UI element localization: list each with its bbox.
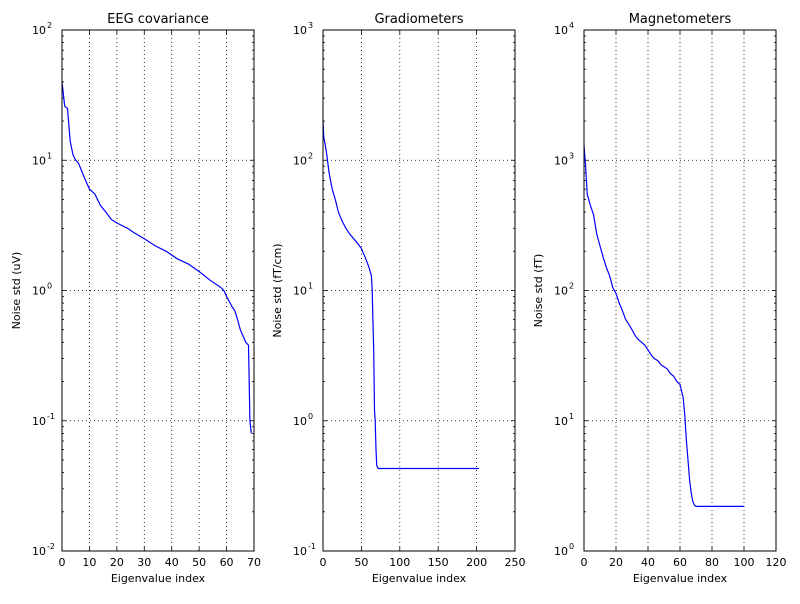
y-tick-label: 10: [293, 545, 307, 558]
y-axis-label: Noise std (uV): [10, 252, 23, 330]
y-tick-label: 10: [293, 154, 307, 167]
y-tick-label: 10: [554, 154, 568, 167]
x-tick-label: 50: [192, 556, 206, 569]
plot-frame: [61, 29, 255, 552]
y-tick-exponent: -2: [47, 542, 55, 551]
x-axis-label: Eigenvalue index: [111, 572, 206, 585]
x-tick-label: 60: [673, 556, 687, 569]
plot-frame: [322, 29, 516, 552]
y-tick-exponent: -1: [47, 412, 55, 421]
y-tick-label: 10: [554, 24, 568, 37]
x-tick-label: 100: [734, 556, 755, 569]
x-tick-label: 0: [320, 556, 327, 569]
x-tick-label: 80: [705, 556, 719, 569]
chart-title: Magnetometers: [629, 12, 732, 27]
y-tick-exponent: 3: [569, 151, 574, 160]
y-tick-label: 10: [32, 545, 46, 558]
y-tick-label: 10: [554, 545, 568, 558]
y-tick-label: 10: [293, 415, 307, 428]
x-tick-label: 30: [137, 556, 151, 569]
y-tick-exponent: 0: [47, 282, 52, 291]
y-tick-label: 10: [32, 24, 46, 37]
x-tick-label: 50: [354, 556, 368, 569]
y-tick-exponent: 0: [308, 412, 313, 421]
x-tick-label: 60: [220, 556, 234, 569]
y-tick-label: 10: [293, 24, 307, 37]
x-tick-label: 40: [165, 556, 179, 569]
y-tick-label: 10: [554, 285, 568, 298]
y-tick-exponent: 1: [569, 412, 574, 421]
chart-title: Gradiometers: [374, 12, 463, 27]
x-tick-label: 200: [466, 556, 487, 569]
x-tick-label: 150: [428, 556, 449, 569]
y-tick-label: 10: [32, 285, 46, 298]
y-tick-exponent: 1: [308, 282, 313, 291]
x-tick-label: 120: [766, 556, 787, 569]
x-tick-label: 100: [389, 556, 410, 569]
y-tick-exponent: -1: [308, 542, 316, 551]
x-axis-label: Eigenvalue index: [633, 572, 728, 585]
y-tick-exponent: 0: [569, 542, 574, 551]
series-line: [583, 145, 744, 507]
chart-title: EEG covariance: [107, 12, 209, 27]
x-tick-label: 70: [247, 556, 261, 569]
y-tick-label: 10: [293, 285, 307, 298]
series-line: [322, 120, 479, 470]
y-axis-label: Noise std (fT/cm): [271, 243, 284, 337]
x-tick-label: 250: [505, 556, 526, 569]
y-tick-label: 10: [32, 415, 46, 428]
x-tick-label: 0: [581, 556, 588, 569]
x-tick-label: 10: [82, 556, 96, 569]
y-tick-exponent: 4: [569, 21, 574, 30]
y-tick-exponent: 2: [47, 21, 52, 30]
x-tick-label: 20: [609, 556, 623, 569]
y-axis-label: Noise std (fT): [532, 254, 545, 328]
y-tick-exponent: 2: [569, 282, 574, 291]
y-tick-exponent: 3: [308, 21, 313, 30]
x-tick-label: 40: [641, 556, 655, 569]
series-line: [61, 81, 252, 434]
x-tick-label: 0: [59, 556, 66, 569]
x-axis-label: Eigenvalue index: [372, 572, 467, 585]
y-tick-label: 10: [32, 154, 46, 167]
y-tick-exponent: 2: [308, 151, 313, 160]
y-tick-exponent: 1: [47, 151, 52, 160]
y-tick-label: 10: [554, 415, 568, 428]
plot-frame: [583, 29, 777, 552]
x-tick-label: 20: [110, 556, 124, 569]
